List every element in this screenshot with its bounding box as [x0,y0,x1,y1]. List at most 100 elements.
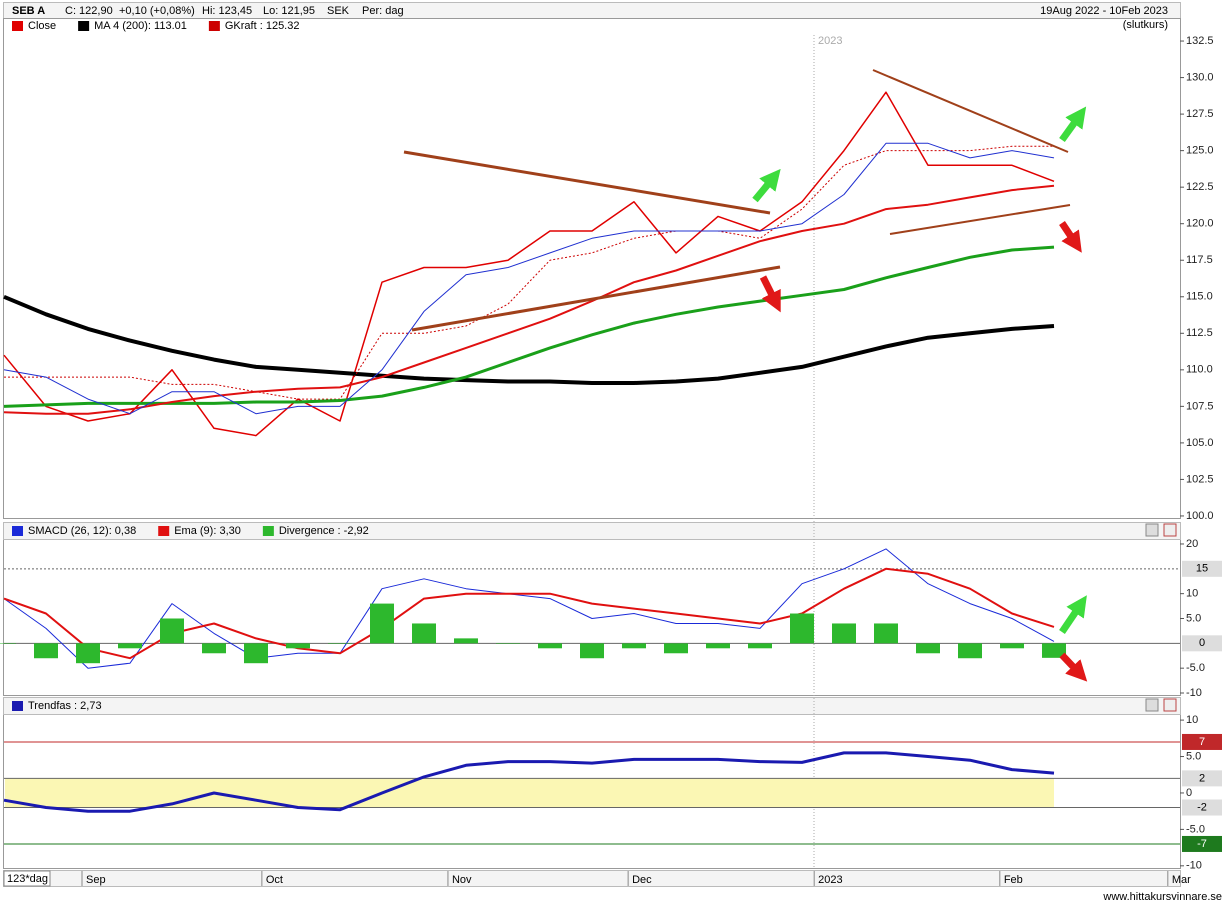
divergence-bar [580,643,604,659]
y-tick-label: 5.0 [1186,750,1201,762]
panel-icons [1145,523,1177,712]
high-text: Hi: 123,45 [202,5,252,17]
zoom-icon[interactable] [1145,523,1159,537]
trend-line [411,265,781,332]
divergence-bar [454,638,478,644]
days-box [3,870,51,887]
divergence-bar [1000,643,1024,649]
x-tick-label: Feb [1004,874,1023,886]
divergence-bar [664,643,688,654]
y-tick-label: 10 [1186,588,1198,600]
up-arrow [1059,106,1087,143]
annotations [403,69,1088,682]
close-icon[interactable] [1163,698,1177,712]
level-label: 15 [1196,563,1208,575]
down-arrow [1059,221,1082,253]
y-tick-label: -5.0 [1186,823,1205,835]
legend-swatch [12,21,23,31]
level-label: 2 [1199,772,1205,784]
y-tick-label: 5.0 [1186,612,1201,624]
down-arrow [1059,652,1088,682]
divergence-bar [328,643,352,644]
divergence-bar [202,643,226,654]
divergence-bar [160,618,184,644]
legend-label: Divergence : -2,92 [279,525,369,537]
x-tick-label: Mar [1172,874,1191,886]
y-tick-label: 132.5 [1186,35,1214,47]
footer: www.hittakursvinnare.se [1102,891,1222,902]
plots: 132.5 130.0 127.5 125.0 122.5 120.0 117.5 115.0… [0,20,1222,886]
level-label: -2 [1197,801,1207,813]
x-tick-label: Oct [266,874,283,886]
x-tick-label: Dec [632,874,652,886]
close-icon[interactable] [1163,523,1177,537]
legend-swatch [158,526,170,536]
legend-label: Trendfas : 2,73 [28,700,102,712]
x-tick-label: 2023 [818,874,842,886]
level-box [1182,835,1222,852]
trend-line [403,150,771,215]
y-tick-label: -10 [1186,860,1202,872]
divergence-bar [958,643,982,659]
y-tick-label: -10 [1186,687,1202,699]
divergence-bar [0,643,16,644]
symbol: SEB A [12,5,45,17]
series-line [3,142,1055,415]
legend-label: SMACD (26, 12): 0,38 [28,525,136,537]
level-label: -7 [1197,838,1207,850]
divergence-bar [244,643,268,664]
y-tick-label: 105.0 [1186,437,1214,449]
y-tick-label: 112.5 [1186,327,1213,339]
x-tick-label: Nov [452,874,472,886]
y-tick-label: 107.5 [1186,400,1214,412]
level-label: 7 [1199,736,1205,748]
divergence-bar [412,623,436,644]
level-label: 0 [1199,637,1205,649]
y-tick-label: 117.5 [1186,254,1213,266]
trend-line [872,69,1069,153]
series-line [3,751,1055,813]
price-basis: (slutkurs) [1123,19,1168,31]
level-box [1182,635,1222,652]
divergence-bar [538,643,562,649]
divergence-bar [916,643,940,654]
y-tick-label: 10 [1186,714,1198,726]
level-box [1182,799,1222,816]
legend-swatch [208,21,220,31]
series-line [3,245,1055,408]
macd-header [3,522,1181,540]
zoom-icon[interactable] [1145,698,1159,712]
y-tick-label: -5.0 [1186,662,1205,674]
divergence-bar [34,643,58,659]
y-tick-label: 20 [1186,538,1198,550]
divergence-bar [748,643,772,649]
y-tick-label: 125.0 [1186,145,1214,157]
divergence-bar [790,613,814,644]
period: Per: dag [362,5,404,17]
divergence-bar [622,643,646,649]
legend-label: Close [28,20,56,32]
y-tick-label: 115.0 [1186,291,1213,303]
series-line [3,91,1055,437]
year-marker: 2023 [818,35,842,47]
divergence-bar [370,603,394,644]
divergence-bar [286,643,310,649]
level-box [1182,560,1222,577]
level-box [1182,770,1222,787]
divergence-bar [76,643,100,664]
y-tick-label: 102.5 [1186,473,1214,485]
series-line [3,548,1055,669]
y-tick-label: 100.0 [1186,510,1214,522]
y-tick-label: 130.0 [1186,71,1214,83]
legend-swatch [78,21,90,31]
divergence-bar [874,623,898,644]
divergence-bar [1042,643,1066,658]
legend-swatch [12,701,23,711]
y-tick-label: 122.5 [1186,181,1214,193]
level-box [1182,733,1222,750]
change-text: +0,10 (+0,08%) [119,5,195,17]
divergence-bar [832,623,856,644]
legend-label: GKraft : 125.32 [225,20,300,32]
